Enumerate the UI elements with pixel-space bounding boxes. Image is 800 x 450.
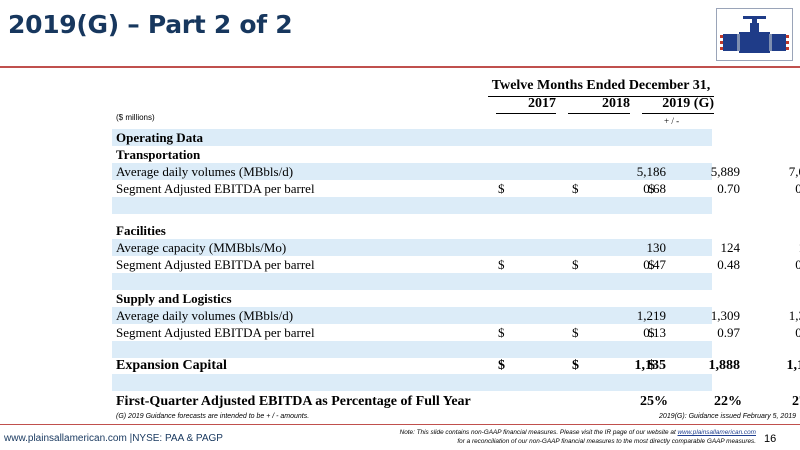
cell-2019g: 1,100 bbox=[786, 358, 800, 373]
row-transportation-header: Transportation bbox=[112, 147, 716, 164]
operating-data-heading: Operating Data bbox=[116, 130, 204, 145]
row-first-quarter: First-Quarter Adjusted EBITDA as Percent… bbox=[112, 394, 800, 411]
dollar-sign: $ bbox=[498, 257, 505, 272]
non-gaap-note: Note: This slide contains non-GAAP finan… bbox=[330, 428, 756, 446]
cell-2018: 1,888 bbox=[708, 358, 741, 373]
page-title: 2019(G) – Part 2 of 2 bbox=[8, 10, 293, 39]
company-logo bbox=[716, 8, 793, 61]
cell-2018: 1,309 bbox=[710, 308, 740, 323]
dollar-sign: $ bbox=[648, 358, 655, 373]
cell-2019g: 1,385 bbox=[788, 308, 800, 323]
dollar-sign: $ bbox=[648, 181, 655, 196]
dollar-sign: $ bbox=[498, 181, 505, 196]
row-facilities-header: Facilities bbox=[112, 223, 716, 240]
pipeline-valve-logo-icon bbox=[720, 13, 789, 56]
dollar-sign: $ bbox=[572, 358, 579, 373]
dollar-sign: $ bbox=[572, 257, 579, 272]
cell-2017: 0.68 bbox=[643, 181, 666, 196]
page-number: 16 bbox=[764, 433, 777, 445]
row-facilities-ebitda: Segment Adjusted EBITDA per barrel $ 0.4… bbox=[112, 257, 800, 274]
dollar-sign: $ bbox=[498, 358, 505, 373]
footer-divider bbox=[0, 424, 800, 425]
cell-2019g: 0.69 bbox=[795, 325, 800, 340]
dollar-sign: $ bbox=[498, 325, 505, 340]
row-label: First-Quarter Adjusted EBITDA as Percent… bbox=[116, 394, 471, 409]
row-facilities-capacity: Average capacity (MMBbls/Mo) 130 124 125 bbox=[112, 240, 800, 257]
guidance-date-note: 2019(G): Guidance issued February 5, 201… bbox=[659, 413, 796, 420]
non-gaap-note-line2: for a reconciliation of our non-GAAP fin… bbox=[457, 438, 756, 445]
cell-2017: 0.47 bbox=[643, 257, 666, 272]
supply-logistics-heading: Supply and Logistics bbox=[116, 291, 232, 306]
cell-2019g: 7,000 bbox=[788, 164, 800, 179]
band-facilities-capacity bbox=[112, 239, 712, 256]
cell-2017: 1,219 bbox=[636, 308, 666, 323]
website-link[interactable]: www.plainsallamerican.com bbox=[677, 429, 757, 436]
band-spacer-1 bbox=[112, 197, 712, 214]
cell-2018: 0.48 bbox=[717, 257, 740, 272]
band-transport-volumes bbox=[112, 163, 712, 180]
band-operating-data bbox=[112, 129, 712, 146]
cell-2019g: 125 bbox=[758, 240, 800, 256]
row-transport-volumes: Average daily volumes (MBbls/d) 5,186 5,… bbox=[112, 164, 800, 181]
row-label: Segment Adjusted EBITDA per barrel bbox=[116, 325, 315, 340]
column-group-header: Twelve Months Ended December 31, bbox=[488, 78, 714, 97]
cell-2018: 124 bbox=[720, 240, 741, 255]
band-spacer-4 bbox=[112, 374, 712, 391]
dollar-sign: $ bbox=[572, 325, 579, 340]
cell-2018: 5,889 bbox=[710, 164, 740, 179]
dollar-sign: $ bbox=[648, 325, 655, 340]
facilities-heading: Facilities bbox=[116, 223, 166, 238]
band-spacer-3 bbox=[112, 341, 712, 358]
guidance-footnote: (G) 2019 Guidance forecasts are intended… bbox=[116, 413, 310, 420]
band-spacer-2 bbox=[112, 273, 712, 290]
dollar-sign: $ bbox=[648, 257, 655, 272]
title-divider bbox=[0, 66, 800, 68]
row-label: Average capacity (MMBbls/Mo) bbox=[116, 240, 287, 255]
row-label: Average daily volumes (MBbls/d) bbox=[116, 308, 294, 323]
cell-2017: 0.13 bbox=[643, 325, 666, 340]
cell-2018: 0.97 bbox=[717, 325, 740, 340]
footer-website: www.plainsallamerican.com |NYSE: PAA & P… bbox=[4, 433, 223, 444]
band-supply-volumes bbox=[112, 307, 712, 324]
row-transport-ebitda: Segment Adjusted EBITDA per barrel $ 0.6… bbox=[112, 181, 800, 198]
column-header-2019g: 2019 (G) bbox=[642, 96, 714, 114]
cell-2019g: 0.44 bbox=[795, 257, 800, 272]
row-supply-volumes: Average daily volumes (MBbls/d) 1,219 1,… bbox=[112, 308, 800, 325]
column-header-2017: 2017 bbox=[496, 96, 556, 114]
row-label: Average daily volumes (MBbls/d) bbox=[116, 164, 294, 179]
cell-2017: 1,135 bbox=[634, 358, 667, 373]
cell-2017: 130 bbox=[646, 240, 667, 255]
range-note: + / - bbox=[664, 116, 680, 126]
cell-2018: 0.70 bbox=[717, 181, 740, 196]
row-supply-header: Supply and Logistics bbox=[112, 291, 716, 308]
row-operating-data: Operating Data bbox=[112, 130, 716, 147]
transportation-heading: Transportation bbox=[116, 147, 201, 162]
non-gaap-note-text: Note: This slide contains non-GAAP finan… bbox=[399, 429, 678, 436]
cell-2019g: 27% bbox=[792, 394, 800, 409]
cell-2018: 22% bbox=[714, 394, 742, 409]
cell-2017: 25% bbox=[640, 394, 668, 409]
row-expansion-capital: Expansion Capital $ 1,135 $ 1,888 $ 1,10… bbox=[112, 358, 800, 375]
column-header-2018: 2018 bbox=[568, 96, 630, 114]
row-label: Segment Adjusted EBITDA per barrel bbox=[116, 181, 315, 196]
cell-2019g: 0.68 bbox=[795, 181, 800, 196]
cell-2017: 5,186 bbox=[636, 164, 666, 179]
row-label: Segment Adjusted EBITDA per barrel bbox=[116, 257, 315, 272]
row-label: Expansion Capital bbox=[116, 358, 227, 373]
row-supply-ebitda: Segment Adjusted EBITDA per barrel $ 0.1… bbox=[112, 325, 800, 342]
units-label: ($ millions) bbox=[116, 113, 155, 122]
dollar-sign: $ bbox=[572, 181, 579, 196]
